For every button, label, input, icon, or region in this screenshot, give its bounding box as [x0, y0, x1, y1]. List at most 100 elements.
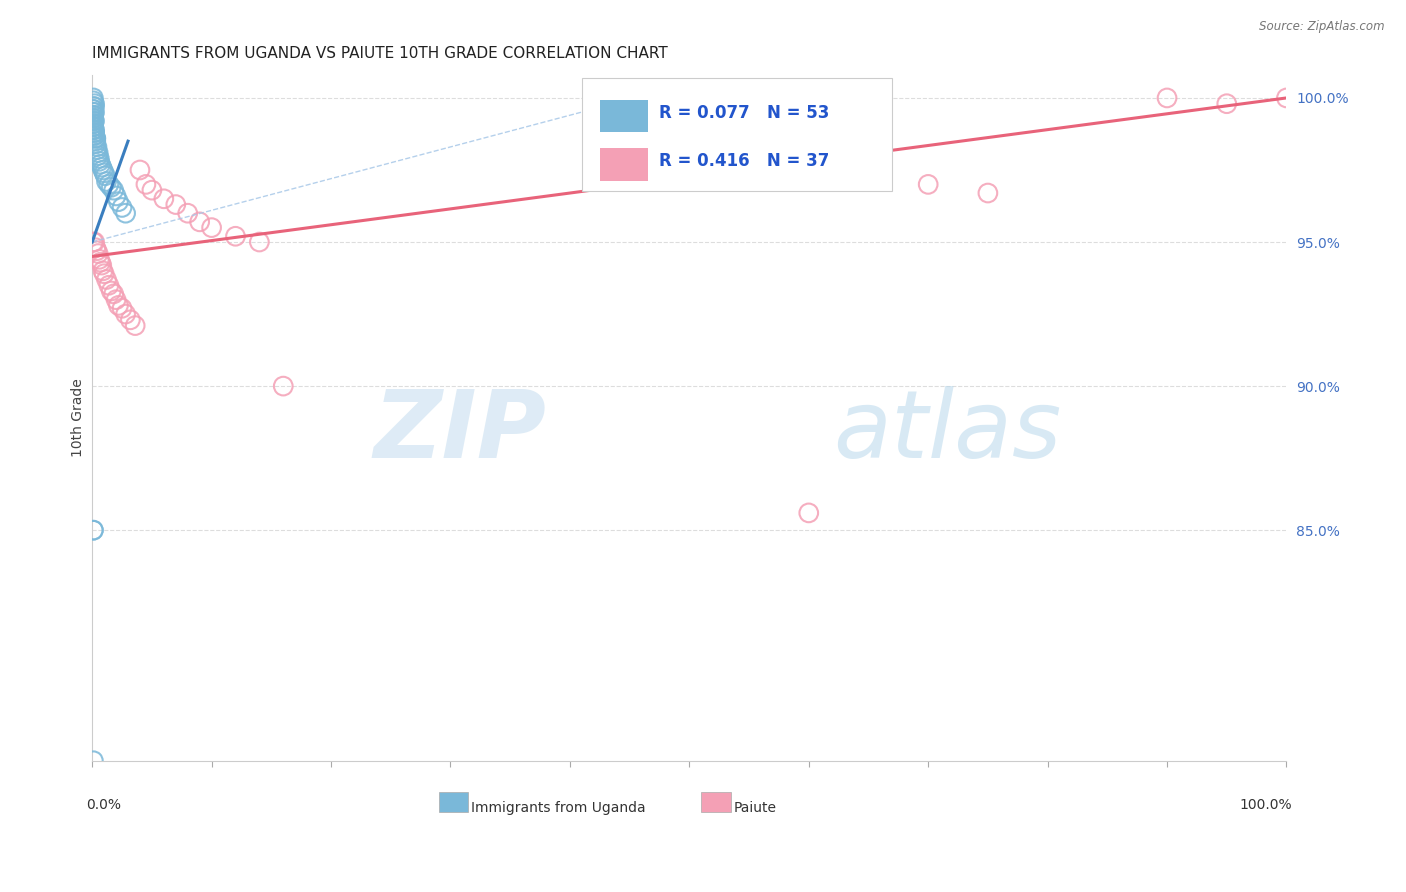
Point: [83, 122, 105, 136]
Point: [82, 111, 104, 125]
Point: [87, 148, 110, 162]
Bar: [600, 147, 648, 180]
Text: R = 0.416   N = 37: R = 0.416 N = 37: [659, 152, 830, 169]
Point: [96, 174, 118, 188]
Point: [977, 186, 1000, 200]
Point: [82, 111, 104, 125]
Point: [120, 313, 142, 327]
Point: [103, 183, 125, 197]
Point: [82, 117, 104, 131]
Text: 100.0%: 100.0%: [1240, 798, 1292, 813]
Point: [82, 235, 104, 249]
Point: [91, 163, 114, 178]
FancyBboxPatch shape: [582, 78, 893, 192]
Point: [90, 160, 112, 174]
Point: [84, 131, 107, 145]
Text: IMMIGRANTS FROM UGANDA VS PAIUTE 10TH GRADE CORRELATION CHART: IMMIGRANTS FROM UGANDA VS PAIUTE 10TH GR…: [93, 46, 668, 62]
Point: [82, 94, 104, 108]
Point: [224, 229, 246, 244]
Point: [153, 192, 176, 206]
Point: [86, 140, 108, 154]
Point: [84, 131, 107, 145]
Point: [114, 206, 136, 220]
Point: [82, 91, 104, 105]
Point: [141, 183, 163, 197]
Point: [135, 178, 157, 192]
Point: [82, 122, 104, 136]
Point: [94, 169, 117, 183]
Point: [82, 108, 104, 122]
Point: [84, 136, 107, 151]
Point: [82, 120, 104, 134]
Point: [1156, 91, 1178, 105]
Point: [86, 143, 108, 157]
Point: [91, 264, 114, 278]
Point: [83, 126, 105, 140]
Point: [82, 105, 104, 120]
Point: [83, 105, 105, 120]
Point: [97, 278, 120, 293]
Point: [165, 197, 187, 211]
Point: [201, 220, 224, 235]
Point: [82, 523, 104, 537]
Text: Paiute: Paiute: [734, 800, 776, 814]
Point: [93, 267, 115, 281]
Point: [83, 96, 105, 111]
Bar: [600, 100, 648, 133]
Point: [82, 117, 104, 131]
Bar: [439, 791, 468, 812]
Point: [83, 114, 105, 128]
Point: [188, 215, 211, 229]
Point: [1216, 96, 1239, 111]
Point: [82, 99, 104, 113]
Point: [87, 145, 110, 160]
Point: [82, 122, 104, 136]
Point: [83, 126, 105, 140]
Text: atlas: atlas: [832, 386, 1062, 477]
Point: [82, 120, 104, 134]
Point: [105, 293, 128, 307]
Point: [82, 103, 104, 117]
Point: [89, 152, 111, 166]
Point: [129, 163, 152, 178]
Point: [917, 178, 939, 192]
Point: [247, 235, 270, 249]
Point: [86, 244, 108, 258]
Point: [107, 298, 129, 312]
Point: [90, 255, 112, 269]
Point: [83, 128, 105, 143]
Point: [97, 178, 120, 192]
Point: [82, 120, 104, 134]
Point: [177, 206, 200, 220]
Point: [83, 235, 105, 249]
Point: [83, 128, 105, 143]
Text: Source: ZipAtlas.com: Source: ZipAtlas.com: [1260, 20, 1385, 33]
Text: 0.0%: 0.0%: [86, 798, 121, 813]
Point: [90, 258, 112, 272]
Point: [89, 154, 111, 169]
Point: [89, 252, 111, 267]
Point: [103, 286, 125, 301]
Point: [124, 318, 146, 333]
Point: [82, 103, 104, 117]
Text: Immigrants from Uganda: Immigrants from Uganda: [471, 800, 645, 814]
Point: [271, 379, 294, 393]
Point: [797, 506, 820, 520]
Bar: [702, 791, 731, 812]
Point: [87, 246, 110, 260]
Point: [105, 189, 128, 203]
Point: [83, 99, 105, 113]
Point: [111, 201, 134, 215]
Point: [100, 284, 122, 298]
Point: [90, 157, 112, 171]
Point: [96, 272, 118, 286]
Point: [84, 134, 107, 148]
Point: [111, 301, 134, 316]
Point: [114, 307, 136, 321]
Y-axis label: 10th Grade: 10th Grade: [72, 378, 86, 458]
Point: [93, 166, 115, 180]
Point: [1275, 91, 1298, 105]
Point: [100, 180, 122, 194]
Point: [82, 114, 104, 128]
Point: [82, 108, 104, 122]
